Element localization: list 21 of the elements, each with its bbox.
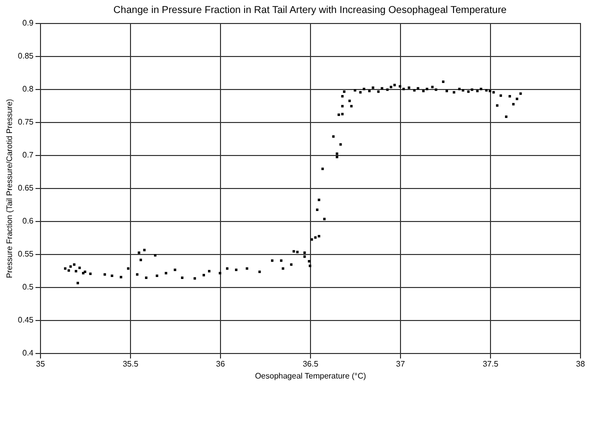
- y-tick-label: 0.9: [22, 18, 34, 28]
- y-tick-label: 0.65: [18, 184, 34, 192]
- y-axis-title: Pressure Fraction (Tail Pressure/Carotid Pressure): [4, 98, 14, 278]
- y-tick-label: 0.6: [22, 216, 34, 226]
- y-tick-label: 0.5: [22, 282, 34, 292]
- x-tick-label: 35: [36, 360, 46, 368]
- y-tick-label: 0.4: [22, 348, 34, 358]
- y-tick-label: 0.75: [18, 118, 34, 126]
- y-tick-label: 0.8: [22, 84, 34, 94]
- x-tick-label: 36: [216, 360, 226, 368]
- x-axis-title: Oesophageal Temperature (°C): [254, 372, 366, 380]
- x-tick-label: 37: [396, 360, 406, 368]
- x-tick-label: 36.5: [302, 360, 319, 368]
- x-tick-label: 35.5: [122, 360, 139, 368]
- y-tick-label: 0.55: [18, 250, 34, 258]
- x-tick-label: 37.5: [482, 360, 499, 368]
- y-tick-label: 0.85: [18, 52, 34, 60]
- x-tick-label: 38: [576, 360, 586, 368]
- y-tick-label: 0.7: [22, 150, 34, 160]
- chart-title: Change in Pressure Fraction in Rat Tail Artery with Increasing Oesophageal Temperature: [113, 5, 508, 16]
- y-tick-label: 0.45: [18, 316, 34, 324]
